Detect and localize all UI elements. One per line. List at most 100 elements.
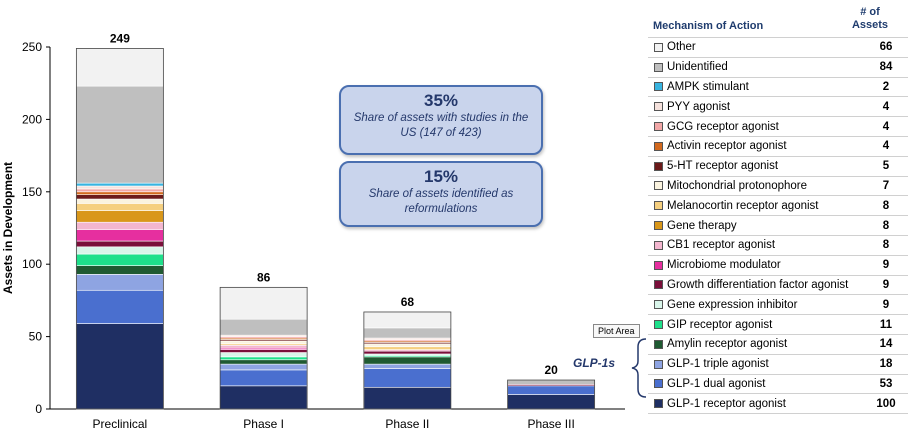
legend-swatch [654,379,663,389]
bar-segment [507,394,595,410]
legend-swatch [654,300,663,310]
legend-label: GLP-1 dual agonist [667,377,766,390]
legend-swatch [654,42,663,52]
legend-count: 4 [882,140,890,153]
bracket-path [631,338,647,398]
legend-row: GLP-1 triple agonist 18 [648,353,908,374]
legend-count: 8 [882,219,890,232]
bar-segment [76,289,164,324]
legend-row: Amylin receptor agonist 14 [648,333,908,354]
bar-total-label: 249 [110,31,130,45]
bar-segment [363,368,452,388]
callout-percent: 15% [423,167,459,186]
bar-segment [363,311,452,329]
legend-count: 4 [882,100,890,113]
callout-text: Share of assets with studies in the US (… [353,112,529,139]
legend-count: 7 [882,179,890,192]
legend-label: GLP-1 receptor agonist [667,397,786,410]
legend-swatch [654,399,663,409]
legend-swatch [654,339,663,349]
bar-segment [507,385,595,395]
legend-swatch [654,102,663,112]
legend-label: Microbiome modulator [667,259,781,272]
legend-count: 14 [879,338,893,351]
legend-table: Other 66 Unidentified 84 AMPK stimulant 2 PYY … [648,37,908,415]
bar-segment [76,48,164,87]
legend-count: 8 [882,239,890,252]
legend-label: Gene expression inhibitor [667,298,798,311]
callout-us-studies: 35% Share of assets with studies in the … [339,85,543,155]
legend-label: Gene therapy [667,219,737,232]
y-tick-label: 200 [22,112,42,126]
legend-count: 53 [879,377,893,390]
bar-segment [76,274,164,291]
legend-row: Gene expression inhibitor 9 [648,294,908,314]
legend-count: 9 [882,298,890,311]
legend-row: GLP-1 dual agonist 53 [648,373,908,394]
y-axis-label: Assets in Development [1,162,15,294]
legend-count: 4 [882,120,890,133]
bar-total-label: 68 [401,295,415,309]
bar-segment [76,253,164,266]
legend-header-mechanism: Mechanism of Action [653,20,764,32]
bar-segment [219,340,308,345]
bar-segment [219,318,308,336]
bar-outline [507,379,596,410]
legend-label: GIP receptor agonist [667,318,773,331]
legend-row: GCG receptor agonist 4 [648,116,908,136]
legend-swatch [654,260,663,270]
x-tick-label: Phase I [243,417,284,431]
legend-label: GLP-1 triple agonist [667,358,769,371]
x-tick-label: Preclinical [93,417,148,431]
x-tick-label: Phase III [527,417,574,431]
legend-swatch [654,240,663,250]
legend-count: 11 [879,318,893,331]
bar-segment [76,240,164,248]
bar-total-label: 86 [257,270,271,284]
legend-row: Mitochondrial protonophore 7 [648,175,908,196]
legend-row: Melanocortin receptor agonist 8 [648,195,908,215]
legend-swatch [654,82,663,92]
legend-label: Mitochondrial protonophore [667,179,808,192]
bar-segment [219,363,308,371]
bar-segment [219,352,308,358]
legend-header-count: # of Assets [851,6,889,31]
glp1-group-label: GLP-1s [573,356,616,370]
legend-count: 18 [879,358,893,371]
legend-row: Gene therapy 8 [648,215,908,235]
bar-outline [219,286,308,410]
legend-label: 5-HT receptor agonist [667,160,779,173]
legend-swatch [654,161,663,171]
bar-segment [76,221,164,230]
bar-segment [76,203,164,211]
bar-segment [76,198,164,204]
legend-label: PYY agonist [667,100,731,113]
y-tick-label: 50 [29,330,43,344]
y-tick-label: 100 [22,257,42,271]
bar-segment [363,327,452,339]
legend-swatch [654,201,663,211]
bar-segment [219,344,308,349]
glp1-bracket [631,338,647,398]
bar-total-label: 20 [544,363,558,377]
legend-swatch [654,141,663,151]
bar-segment [76,182,164,187]
bar-segment [363,356,452,365]
bar-segment [363,363,452,369]
bar-segment [76,210,164,223]
legend-label: Growth differentiation factor agonist [667,278,849,291]
legend-swatch [654,122,663,132]
legend-swatch [654,181,663,191]
plot-area-tooltip: Plot Area [593,324,640,338]
callout-text: Share of assets identified as reformulat… [368,188,514,215]
bar-segment [363,343,452,348]
legend-row: CB1 receptor agonist 8 [648,234,908,255]
bar-segment [76,188,164,193]
legend-row: Unidentified 84 [648,56,908,77]
legend-count: 9 [882,259,890,272]
legend-swatch [654,320,663,330]
legend-label: Other [667,41,696,54]
legend-row: Growth differentiation factor agonist 9 [648,274,908,295]
legend-count: 8 [882,199,890,212]
x-tick-label: Phase II [385,417,429,431]
